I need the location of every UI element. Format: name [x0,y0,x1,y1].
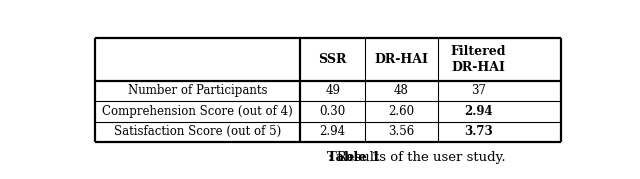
Text: 37: 37 [471,84,486,97]
Text: 48: 48 [394,84,409,97]
Text: 2.94: 2.94 [319,125,346,138]
Text: 49: 49 [325,84,340,97]
Text: Number of Participants: Number of Participants [128,84,268,97]
Text: Table 1: Table 1 [327,151,381,164]
Text: : Results of the user study.: : Results of the user study. [328,151,506,164]
Text: Comprehension Score (out of 4): Comprehension Score (out of 4) [102,105,293,118]
Text: 2.60: 2.60 [388,105,415,118]
Text: 3.73: 3.73 [464,125,493,138]
Text: 2.94: 2.94 [464,105,493,118]
Text: DR-HAI: DR-HAI [374,53,428,66]
Text: Satisfaction Score (out of 5): Satisfaction Score (out of 5) [114,125,281,138]
Text: SSR: SSR [319,53,347,66]
Text: 0.30: 0.30 [319,105,346,118]
Text: 3.56: 3.56 [388,125,415,138]
Text: Filtered
DR-HAI: Filtered DR-HAI [451,45,506,74]
